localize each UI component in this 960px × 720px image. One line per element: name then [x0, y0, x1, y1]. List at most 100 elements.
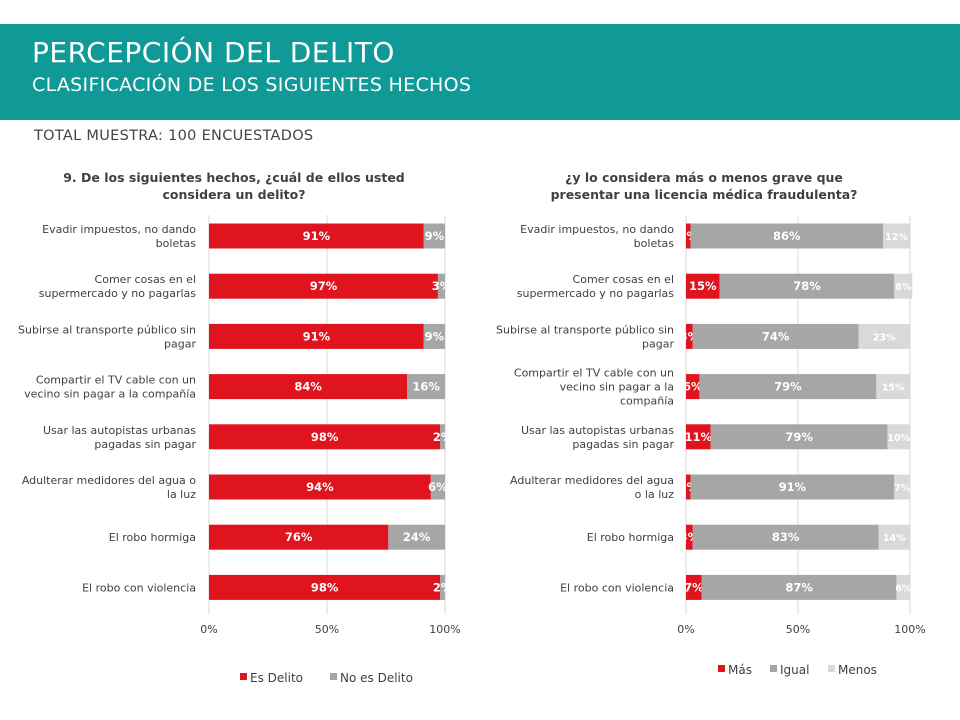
- bar-segment: [710, 424, 888, 450]
- sample-note: TOTAL MUESTRA: 100 ENCUESTADOS: [34, 128, 314, 144]
- chart-title-line: 9. De los siguientes hechos, ¿cuál de el…: [63, 170, 405, 185]
- category-label: Usar las autopistas urbanas: [521, 424, 674, 437]
- bar-segment: [209, 323, 424, 349]
- x-tick-label: 50%: [786, 623, 810, 636]
- category-label: pagar: [642, 337, 674, 350]
- bar-segment: [686, 323, 693, 349]
- bar-segment: [209, 273, 438, 299]
- bar-segment: [690, 474, 895, 500]
- data-label: 94%: [306, 480, 334, 494]
- data-label: 91%: [303, 329, 331, 343]
- category-label: o la luz: [635, 488, 675, 501]
- bar-segment: [878, 524, 910, 550]
- category-label: vecino sin pagar a la: [560, 381, 674, 394]
- bar-segment: [887, 424, 910, 450]
- bar-segment: [699, 374, 877, 400]
- bar-segment: [701, 574, 897, 600]
- x-tick-label: 100%: [894, 623, 925, 636]
- category-label: El robo hormiga: [587, 531, 674, 544]
- bar-segment: [423, 323, 445, 349]
- category-label: supermercado y no pagarlas: [517, 287, 675, 300]
- category-label: vecino sin pagar a la compañía: [24, 388, 196, 401]
- category-label: compañía: [620, 395, 674, 408]
- category-label: Adulterar medidores del agua: [510, 474, 674, 487]
- bar-segment: [440, 424, 445, 450]
- legend-label: Menos: [838, 663, 877, 677]
- data-label: 84%: [294, 380, 322, 394]
- category-label: la luz: [167, 488, 196, 501]
- bar-segment: [686, 474, 691, 500]
- bar-segment: [437, 273, 445, 299]
- bar-segment: [209, 474, 431, 500]
- bar-segment: [686, 424, 711, 450]
- category-label: Compartir el TV cable con un: [514, 367, 674, 380]
- bar-segment: [690, 223, 884, 249]
- legend-swatch: [330, 673, 337, 680]
- data-label: 2%: [433, 430, 453, 444]
- legend-swatch: [240, 673, 247, 680]
- data-label: 76%: [285, 530, 313, 544]
- bar-segment: [209, 223, 424, 249]
- data-label: 98%: [311, 430, 339, 444]
- data-label: 98%: [311, 580, 339, 594]
- category-label: Compartir el TV cable con un: [36, 374, 196, 387]
- bar-segment: [407, 374, 445, 400]
- data-label: 16%: [412, 380, 440, 394]
- data-label: 24%: [403, 530, 431, 544]
- chart-title-line: presentar una licencia médica fraudulent…: [551, 187, 858, 202]
- data-label: 91%: [303, 229, 331, 243]
- data-label: 6%: [895, 583, 912, 594]
- data-label: 11%: [685, 430, 713, 444]
- data-label: 6%: [428, 480, 448, 494]
- category-label: Comer cosas en el: [95, 273, 196, 286]
- category-label: Evadir impuestos, no dando: [520, 223, 674, 236]
- bar-segment: [686, 574, 702, 600]
- data-label: 74%: [762, 329, 790, 343]
- bar-segment: [209, 374, 408, 400]
- bar-segment: [430, 474, 445, 500]
- data-label: 6%: [683, 380, 703, 394]
- bar-segment: [883, 223, 910, 249]
- category-label: Subirse al transporte público sin: [18, 323, 196, 336]
- legend-label: No es Delito: [340, 671, 413, 685]
- x-tick-label: 0%: [677, 623, 694, 636]
- bar-segment: [876, 374, 910, 400]
- chart-crime-perception: 9. De los siguientes hechos, ¿cuál de el…: [18, 170, 461, 685]
- bar-segment: [686, 374, 700, 400]
- chart-severity-comparison: ¿y lo considera más o menos grave que pre…: [496, 170, 926, 677]
- legend-label: Es Delito: [250, 671, 303, 685]
- data-label: 91%: [779, 480, 807, 494]
- bar-segment: [209, 424, 441, 450]
- data-label: 12%: [885, 232, 908, 243]
- bar-segment: [423, 223, 445, 249]
- data-label: 87%: [785, 580, 813, 594]
- category-label: boletas: [634, 237, 675, 250]
- category-label: Adulterar medidores del agua o: [22, 474, 196, 487]
- category-label: El robo con violencia: [560, 581, 674, 594]
- bar-segment: [896, 574, 910, 600]
- data-label: 7%: [684, 580, 704, 594]
- legend-label: Igual: [780, 663, 809, 677]
- bar-segment: [692, 524, 879, 550]
- bar-segment: [692, 323, 859, 349]
- bar-segment: [209, 524, 389, 550]
- category-label: pagar: [164, 337, 196, 350]
- page-subtitle: CLASIFICACIÓN DE LOS SIGUIENTES HECHOS: [32, 74, 472, 96]
- category-label: Subirse al transporte público sin: [496, 323, 674, 336]
- data-label: 14%: [883, 533, 906, 544]
- legend-label: Más: [728, 663, 752, 677]
- bar-segment: [209, 574, 441, 600]
- x-tick-label: 100%: [429, 623, 460, 636]
- category-label: boletas: [156, 237, 197, 250]
- data-label: 10%: [887, 433, 910, 444]
- legend-swatch: [828, 665, 835, 672]
- data-label: 9%: [425, 329, 445, 343]
- category-label: Comer cosas en el: [573, 273, 674, 286]
- bar-segment: [894, 273, 913, 299]
- bar-segment: [894, 474, 910, 500]
- bar-segment: [686, 223, 691, 249]
- data-label: 79%: [785, 430, 813, 444]
- bar-segment: [858, 323, 910, 349]
- data-label: 23%: [873, 332, 896, 343]
- data-label: 86%: [773, 229, 801, 243]
